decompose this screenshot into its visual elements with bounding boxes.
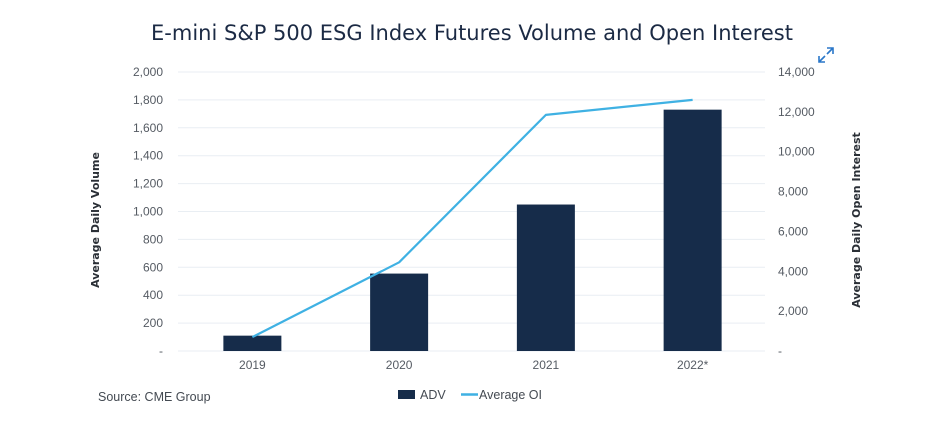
y-tick-left-label: 2,000 bbox=[133, 65, 163, 79]
x-axis-ticks: 2019 2020 2021 2022* bbox=[239, 358, 709, 372]
legend-label-adv: ADV bbox=[420, 388, 446, 402]
y-axis-right-label: Average Daily Open Interest bbox=[850, 132, 863, 308]
y-tick-right-label: 6,000 bbox=[778, 224, 808, 238]
x-tick-label: 2020 bbox=[386, 358, 413, 372]
chart-title: E-mini S&P 500 ESG Index Futures Volume … bbox=[151, 21, 793, 45]
y-tick-left-label: 1,400 bbox=[133, 149, 163, 163]
legend: ADV Average OI bbox=[398, 388, 542, 402]
y-tick-left-label: 1,800 bbox=[133, 93, 163, 107]
y-tick-left-label: 200 bbox=[143, 316, 163, 330]
y-tick-right-label: 10,000 bbox=[778, 145, 815, 159]
y-tick-right-label: - bbox=[778, 344, 782, 358]
y-tick-right-label: 4,000 bbox=[778, 264, 808, 278]
line-series-average-oi bbox=[251, 98, 693, 339]
y-tick-left-label: 1,600 bbox=[133, 121, 163, 135]
y-tick-left-label: 800 bbox=[143, 232, 163, 246]
x-tick-label: 2021 bbox=[533, 358, 560, 372]
y-tick-left-label: 1,200 bbox=[133, 177, 163, 191]
bar-adv-2020 bbox=[370, 273, 429, 351]
legend-label-average-oi: Average OI bbox=[479, 388, 542, 402]
bar-adv-2021 bbox=[516, 204, 575, 351]
expand-arrows-icon[interactable] bbox=[817, 46, 835, 64]
y-tick-left-label: 400 bbox=[143, 288, 163, 302]
line-average-oi bbox=[251, 98, 693, 339]
y-tick-left-label: 600 bbox=[143, 260, 163, 274]
bar-adv-2022 bbox=[663, 109, 722, 351]
y-axis-left-ticks: - 200 400 600 800 1,000 1,200 1,400 1,600 1,800 2,… bbox=[133, 65, 163, 358]
gridlines bbox=[178, 71, 765, 352]
y-tick-right-label: 14,000 bbox=[778, 65, 815, 79]
y-tick-right-label: 8,000 bbox=[778, 185, 808, 199]
y-tick-right-label: 2,000 bbox=[778, 304, 808, 318]
y-tick-right-label: 12,000 bbox=[778, 105, 815, 119]
y-tick-left-label: - bbox=[159, 344, 163, 358]
x-tick-label: 2022* bbox=[677, 358, 709, 372]
source-note: Source: CME Group bbox=[98, 390, 211, 404]
y-axis-left-label: Average Daily Volume bbox=[89, 152, 102, 288]
y-axis-right-ticks: - 2,000 4,000 6,000 8,000 10,000 12,000 14,000 bbox=[778, 65, 815, 358]
bar-series-adv bbox=[223, 109, 722, 351]
x-tick-label: 2019 bbox=[239, 358, 266, 372]
legend-swatch-adv bbox=[398, 390, 415, 399]
bar-adv-2019 bbox=[223, 335, 282, 351]
y-tick-left-label: 1,000 bbox=[133, 205, 163, 219]
